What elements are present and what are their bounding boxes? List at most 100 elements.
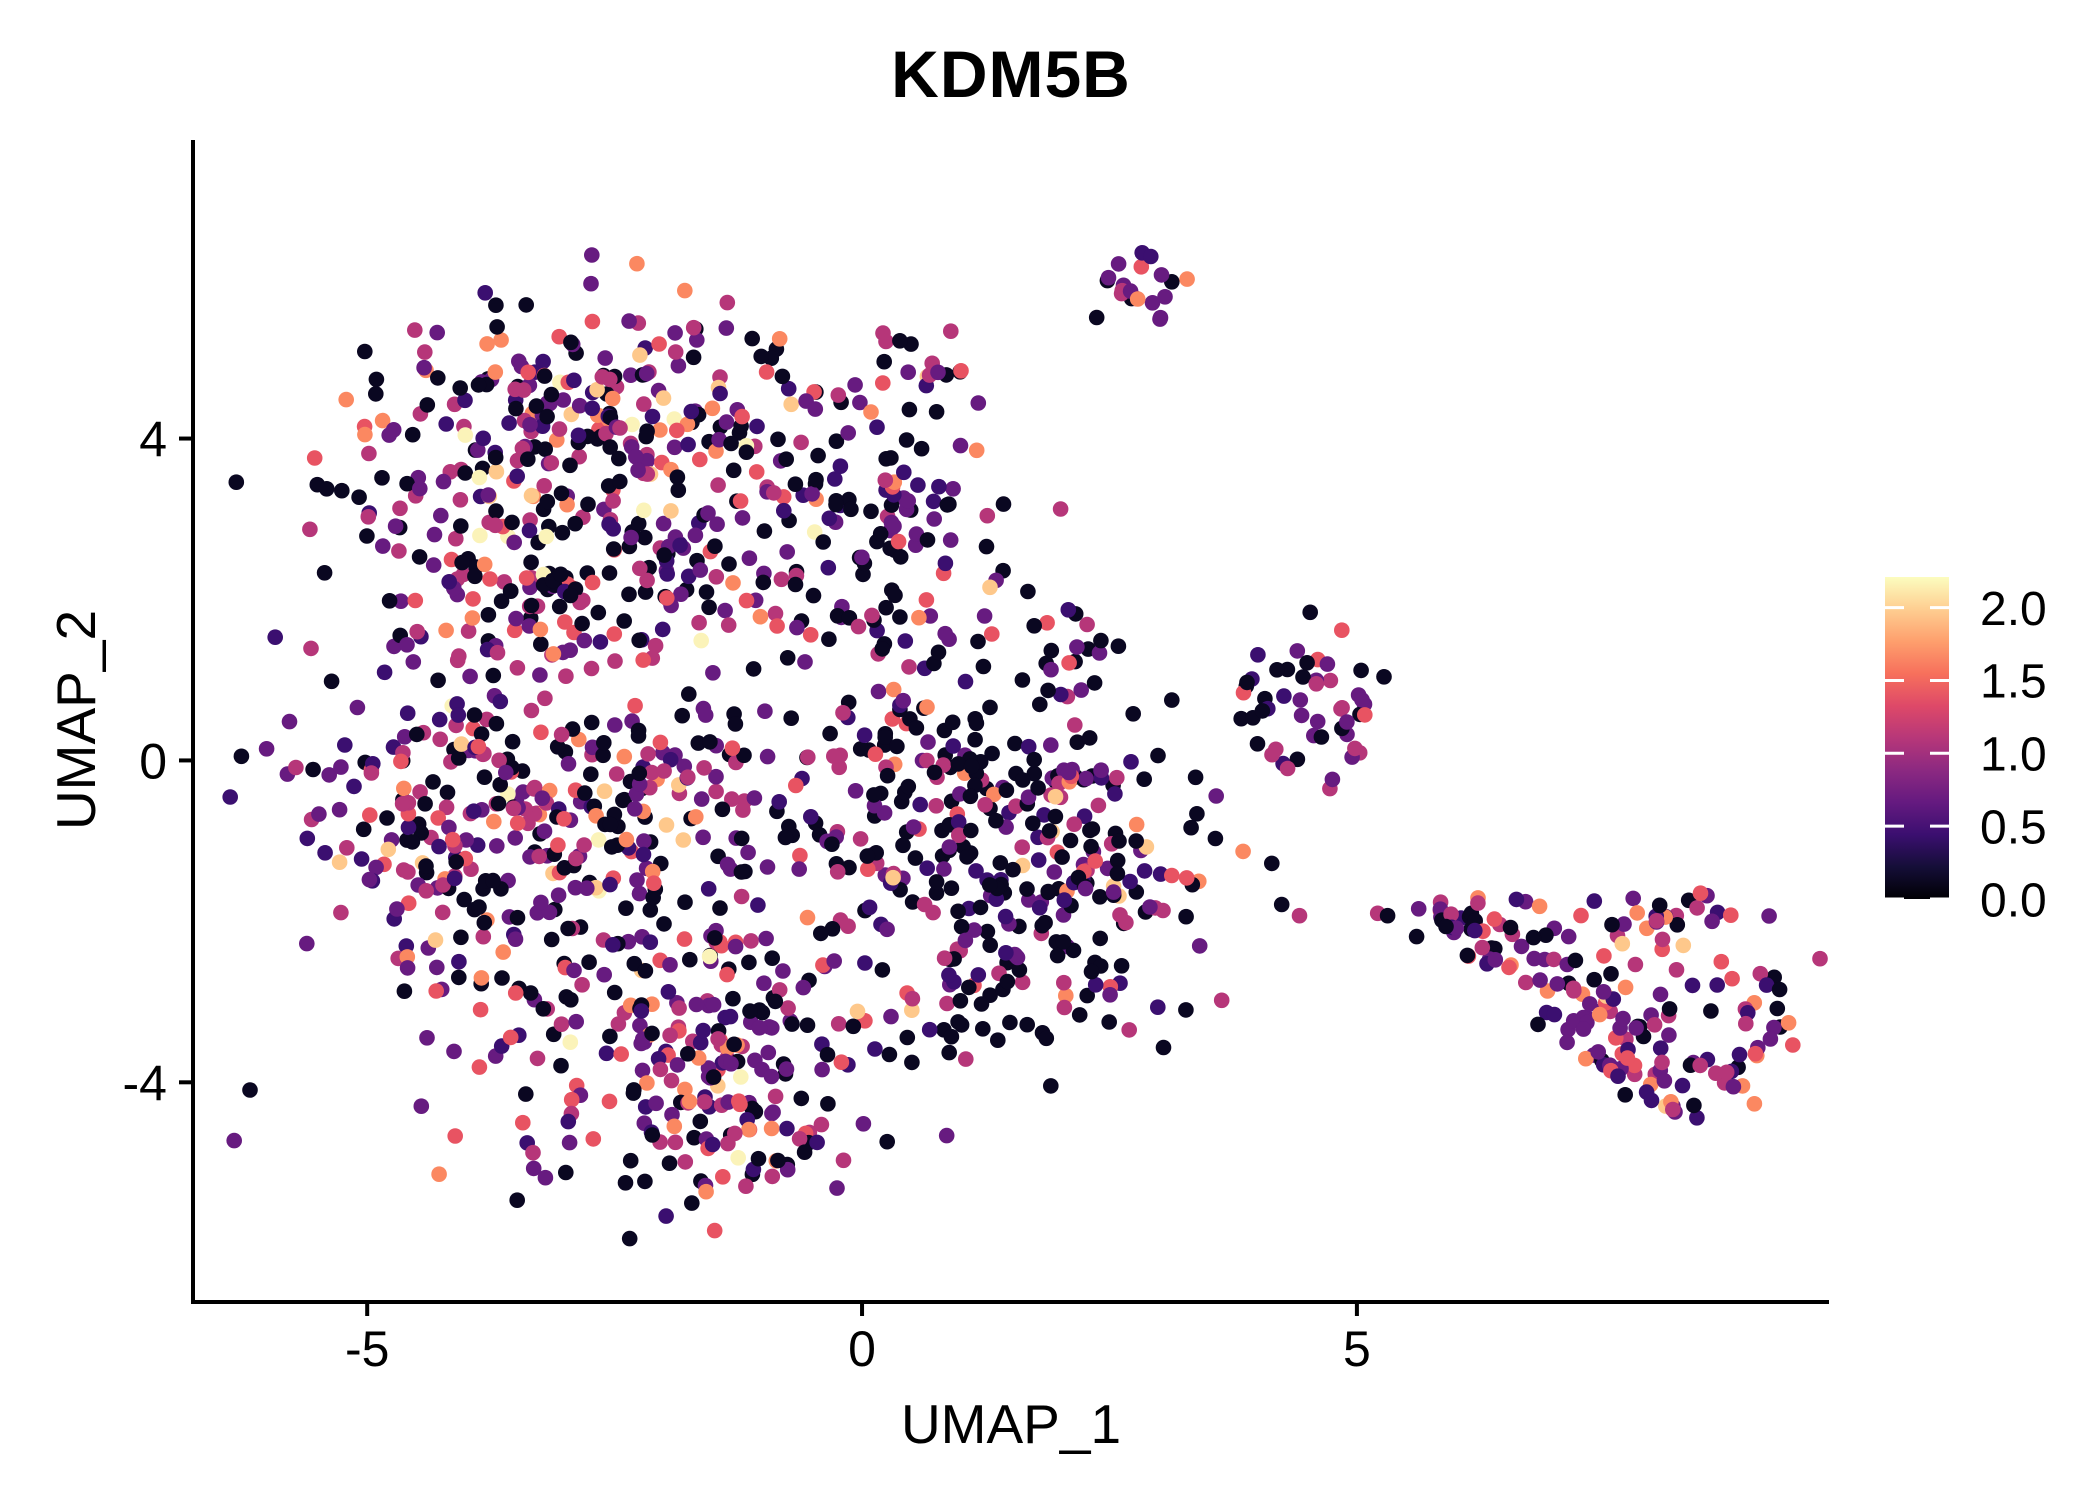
x-axis-title: UMAP_1 [900, 1393, 1122, 1455]
data-point [1661, 1001, 1678, 1017]
data-point [523, 597, 540, 614]
data-point [992, 855, 1009, 871]
data-point [476, 914, 493, 931]
data-point [750, 1150, 767, 1167]
data-point [763, 1120, 780, 1137]
data-point [850, 618, 867, 635]
data-point [897, 633, 914, 649]
data-point [943, 880, 960, 896]
data-point [878, 333, 894, 350]
data-point [705, 1069, 722, 1085]
data-point [840, 425, 856, 441]
data-point [622, 1152, 639, 1169]
data-point [1567, 952, 1584, 969]
data-point [734, 510, 751, 526]
data-point [1376, 669, 1392, 685]
data-point [659, 566, 675, 582]
data-point [895, 837, 911, 854]
data-point [1055, 934, 1072, 950]
data-point [1034, 917, 1050, 934]
data-point [466, 803, 482, 819]
data-point [912, 796, 928, 813]
data-point [471, 469, 488, 486]
data-point [1591, 1006, 1608, 1023]
data-point [1056, 999, 1073, 1016]
data-point [602, 439, 618, 455]
data-point [584, 247, 600, 263]
data-point [1077, 880, 1094, 897]
data-point [852, 831, 869, 847]
data-point [1595, 984, 1612, 1000]
data-point [741, 550, 758, 566]
data-point [900, 493, 916, 509]
data-point [805, 587, 822, 604]
data-point [941, 967, 957, 983]
data-point [669, 1057, 686, 1073]
data-point [1047, 788, 1064, 805]
data-point [1762, 1031, 1779, 1047]
data-point [1178, 1002, 1194, 1018]
data-point [680, 568, 697, 585]
data-point [896, 464, 912, 481]
data-point [907, 537, 924, 553]
data-point [708, 783, 724, 800]
data-point [721, 556, 737, 572]
data-point [656, 916, 672, 932]
data-point [968, 715, 985, 732]
data-point [1675, 937, 1692, 954]
data-point [1654, 931, 1671, 948]
x-tick-label: 0 [848, 1321, 876, 1377]
data-point [715, 1169, 731, 1185]
data-point [829, 864, 846, 880]
data-point [766, 485, 782, 501]
data-point [462, 668, 478, 685]
data-point [719, 966, 735, 983]
data-point [228, 474, 245, 491]
data-point [792, 847, 808, 864]
data-point [441, 819, 457, 836]
data-point [829, 608, 846, 624]
data-point [613, 1046, 629, 1062]
data-point [533, 724, 549, 741]
data-point [1208, 788, 1224, 804]
data-point [396, 780, 412, 797]
data-point [963, 822, 979, 839]
data-point [719, 294, 736, 311]
data-point [492, 776, 509, 793]
data-point [515, 382, 532, 398]
data-point [789, 619, 805, 636]
data-point [543, 386, 560, 403]
data-point [608, 766, 625, 782]
data-point [1091, 645, 1108, 661]
data-point [576, 632, 593, 649]
data-point [799, 909, 816, 926]
data-point [389, 901, 405, 917]
data-point [1586, 971, 1602, 988]
data-point [662, 1027, 678, 1044]
data-point [753, 348, 769, 365]
data-point [736, 747, 752, 764]
data-point [930, 644, 947, 661]
data-point [521, 522, 538, 539]
data-point [680, 1046, 696, 1062]
data-point [667, 1134, 684, 1151]
data-point [1573, 907, 1589, 924]
data-point [362, 807, 378, 823]
data-point [1459, 947, 1476, 964]
data-point [647, 637, 664, 654]
data-point [535, 1001, 552, 1017]
data-point [479, 336, 495, 352]
data-point [636, 396, 652, 412]
data-point [523, 487, 540, 504]
data-point [1043, 642, 1060, 659]
data-point [1354, 692, 1370, 708]
colorbar-tick-label: 0.5 [1980, 801, 2047, 854]
data-point [700, 505, 716, 521]
data-point [1067, 717, 1083, 733]
data-point [982, 579, 998, 596]
data-point [660, 984, 677, 1000]
data-point [515, 1114, 531, 1131]
data-point [1780, 1015, 1797, 1031]
data-point [1627, 956, 1644, 973]
data-point [509, 909, 526, 926]
